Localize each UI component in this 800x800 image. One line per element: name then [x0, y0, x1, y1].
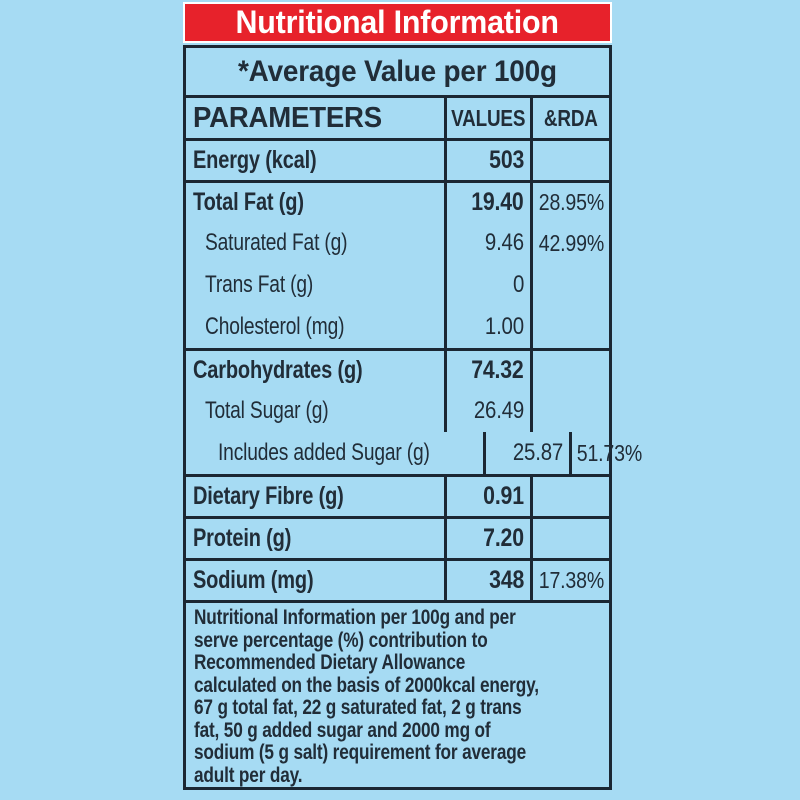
row-value: 26.49	[473, 397, 524, 424]
row-total-sugar: Total Sugar (g) 26.49	[186, 390, 609, 432]
row-cholesterol: Cholesterol (mg) 1.00	[186, 306, 609, 348]
row-label: Protein (g)	[193, 524, 292, 552]
nutrition-table: *Average Value per 100g PARAMETERS VALUE…	[183, 45, 643, 790]
header-parameters: PARAMETERS	[193, 101, 382, 134]
header-rda: &RDA	[530, 98, 609, 138]
row-protein: Protein (g) 7.20	[186, 516, 609, 558]
row-value: 74.32	[471, 356, 524, 384]
row-trans-fat: Trans Fat (g) 0	[186, 264, 609, 306]
row-added-sugar: Includes added Sugar (g) 25.87 51.73%	[186, 432, 643, 474]
row-value: 25.87	[512, 439, 563, 466]
row-dietary-fibre: Dietary Fibre (g) 0.91	[186, 474, 609, 516]
row-rda: 28.95%	[538, 189, 604, 215]
row-label: Sodium (mg)	[193, 566, 314, 594]
header-values: VALUES	[444, 98, 530, 138]
table-header-row: PARAMETERS VALUES &RDA	[186, 95, 609, 138]
row-value: 9.46	[484, 229, 524, 256]
row-saturated-fat: Saturated Fat (g) 9.46 42.99%	[186, 222, 609, 264]
title-banner-text: Nutritional Information	[235, 4, 560, 40]
row-rda: 17.38%	[538, 567, 604, 593]
subtitle-text: *Average Value per 100g	[238, 54, 557, 88]
row-value: 0	[512, 271, 524, 298]
row-value: 0.91	[483, 482, 524, 510]
row-value: 7.20	[483, 524, 524, 552]
row-value: 348	[489, 566, 524, 594]
row-rda: 51.73%	[577, 439, 643, 466]
row-label: Total Fat (g)	[193, 188, 304, 216]
row-value: 503	[489, 146, 524, 174]
row-label: Dietary Fibre (g)	[193, 482, 344, 510]
row-rda: 42.99%	[538, 229, 604, 256]
row-sodium: Sodium (mg) 348 17.38%	[186, 558, 609, 600]
row-label: Energy (kcal)	[193, 146, 317, 174]
title-banner: Nutritional Information	[183, 2, 612, 43]
rda-footnote: Nutritional Information per 100g and per…	[186, 600, 609, 787]
row-label: Cholesterol (mg)	[205, 313, 345, 340]
row-label: Total Sugar (g)	[205, 397, 329, 424]
row-label: Trans Fat (g)	[205, 271, 314, 298]
rda-footnote-text: Nutritional Information per 100g and per…	[194, 606, 539, 787]
row-value: 1.00	[484, 313, 524, 340]
row-label: Carbohydrates (g)	[193, 356, 363, 384]
row-total-fat: Total Fat (g) 19.40 28.95%	[186, 180, 609, 222]
subtitle-row: *Average Value per 100g	[186, 48, 609, 95]
row-energy: Energy (kcal) 503	[186, 138, 609, 180]
row-carbohydrates: Carbohydrates (g) 74.32	[186, 348, 609, 390]
row-label: Includes added Sugar (g)	[218, 439, 430, 466]
nutrition-label: Nutritional Information *Average Value p…	[183, 2, 643, 790]
row-label: Saturated Fat (g)	[205, 229, 348, 256]
row-value: 19.40	[471, 188, 524, 216]
